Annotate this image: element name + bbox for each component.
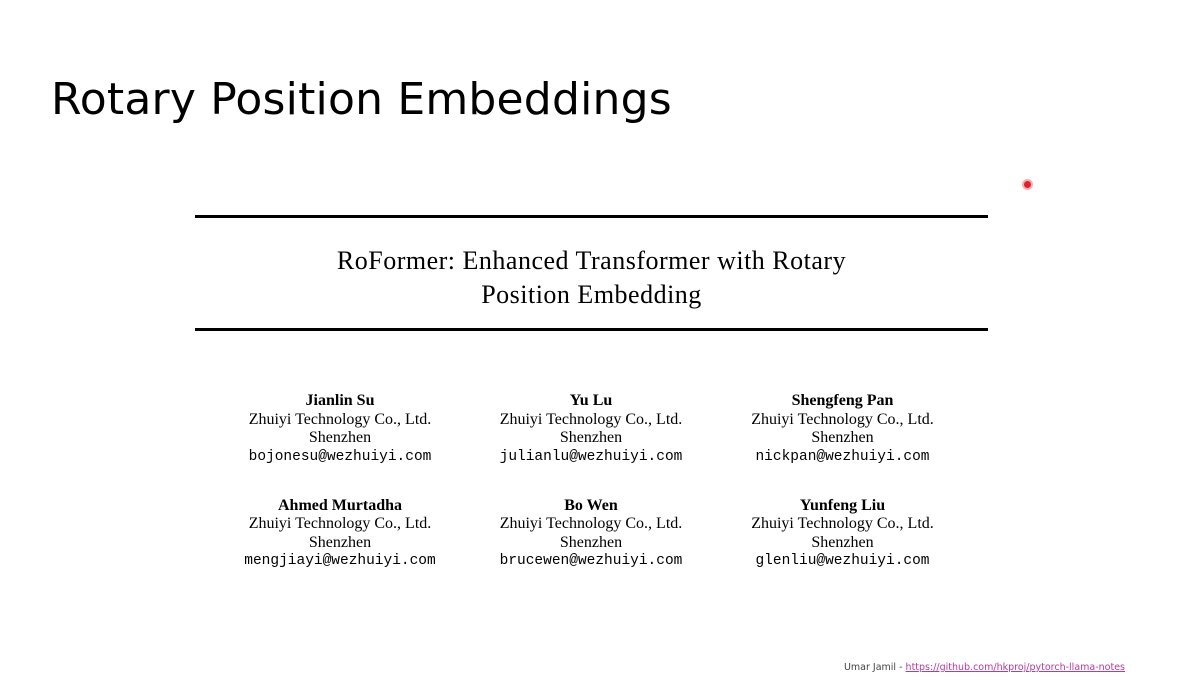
footer-author: Umar Jamil -: [843, 662, 906, 673]
author-affiliation: Zhuiyi Technology Co., Ltd.: [248, 410, 432, 428]
author-name: Ahmed Murtadha: [277, 496, 402, 514]
author-affiliation: Zhuiyi Technology Co., Ltd.: [499, 410, 683, 428]
author-city: Shenzhen: [308, 429, 372, 446]
author-block: Bo Wen Zhuiyi Technology Co., Ltd. Shenz…: [465, 497, 717, 572]
author-name: Shengfeng Pan: [791, 392, 894, 409]
author-city: Shenzhen: [559, 429, 623, 446]
footer-repo-link[interactable]: https://github.com/hkproj/pytorch-llama-…: [905, 662, 1125, 673]
author-email: nickpan@wezhuiyi.com: [755, 448, 930, 465]
author-block: Yunfeng Liu Zhuiyi Technology Co., Ltd. …: [717, 497, 968, 572]
slide-title: Rotary Position Embeddings: [51, 74, 672, 125]
author-city: Shenzhen: [559, 533, 623, 551]
paper-title-line-1: RoFormer: Enhanced Transformer with Rota…: [336, 246, 847, 275]
title-top-rule: [195, 215, 988, 218]
author-name: Jianlin Su: [305, 392, 375, 409]
author-name: Yunfeng Liu: [799, 496, 886, 514]
author-block: Ahmed Murtadha Zhuiyi Technology Co., Lt…: [215, 497, 465, 572]
author-email: brucewen@wezhuiyi.com: [499, 553, 683, 569]
laser-pointer-dot: [1022, 179, 1033, 190]
author-email: julianlu@wezhuiyi.com: [499, 448, 683, 465]
title-bottom-rule: [195, 328, 988, 331]
author-affiliation: Zhuiyi Technology Co., Ltd.: [751, 515, 934, 532]
author-affiliation: Zhuiyi Technology Co., Ltd.: [499, 515, 683, 532]
author-block: Shengfeng Pan Zhuiyi Technology Co., Ltd…: [717, 392, 968, 467]
author-name: Yu Lu: [569, 392, 613, 409]
author-city: Shenzhen: [811, 533, 874, 551]
author-block: Yu Lu Zhuiyi Technology Co., Ltd. Shenzh…: [465, 392, 717, 467]
paper-title-line-2: Position Embedding: [481, 280, 702, 309]
author-email: mengjiayi@wezhuiyi.com: [244, 553, 436, 569]
author-city: Shenzhen: [811, 429, 874, 446]
author-city: Shenzhen: [308, 533, 372, 551]
author-email: glenliu@wezhuiyi.com: [755, 553, 930, 569]
slide-footer: Umar Jamil - https://github.com/hkproj/p…: [844, 662, 1125, 673]
author-affiliation: Zhuiyi Technology Co., Ltd.: [751, 410, 934, 428]
author-email: bojonesu@wezhuiyi.com: [248, 448, 432, 465]
author-name: Bo Wen: [564, 496, 618, 514]
paper-title: RoFormer: Enhanced Transformer with Rota…: [195, 244, 988, 312]
author-affiliation: Zhuiyi Technology Co., Ltd.: [248, 515, 432, 532]
author-block: Jianlin Su Zhuiyi Technology Co., Ltd. S…: [215, 392, 465, 467]
author-grid: Jianlin Su Zhuiyi Technology Co., Ltd. S…: [215, 392, 968, 571]
